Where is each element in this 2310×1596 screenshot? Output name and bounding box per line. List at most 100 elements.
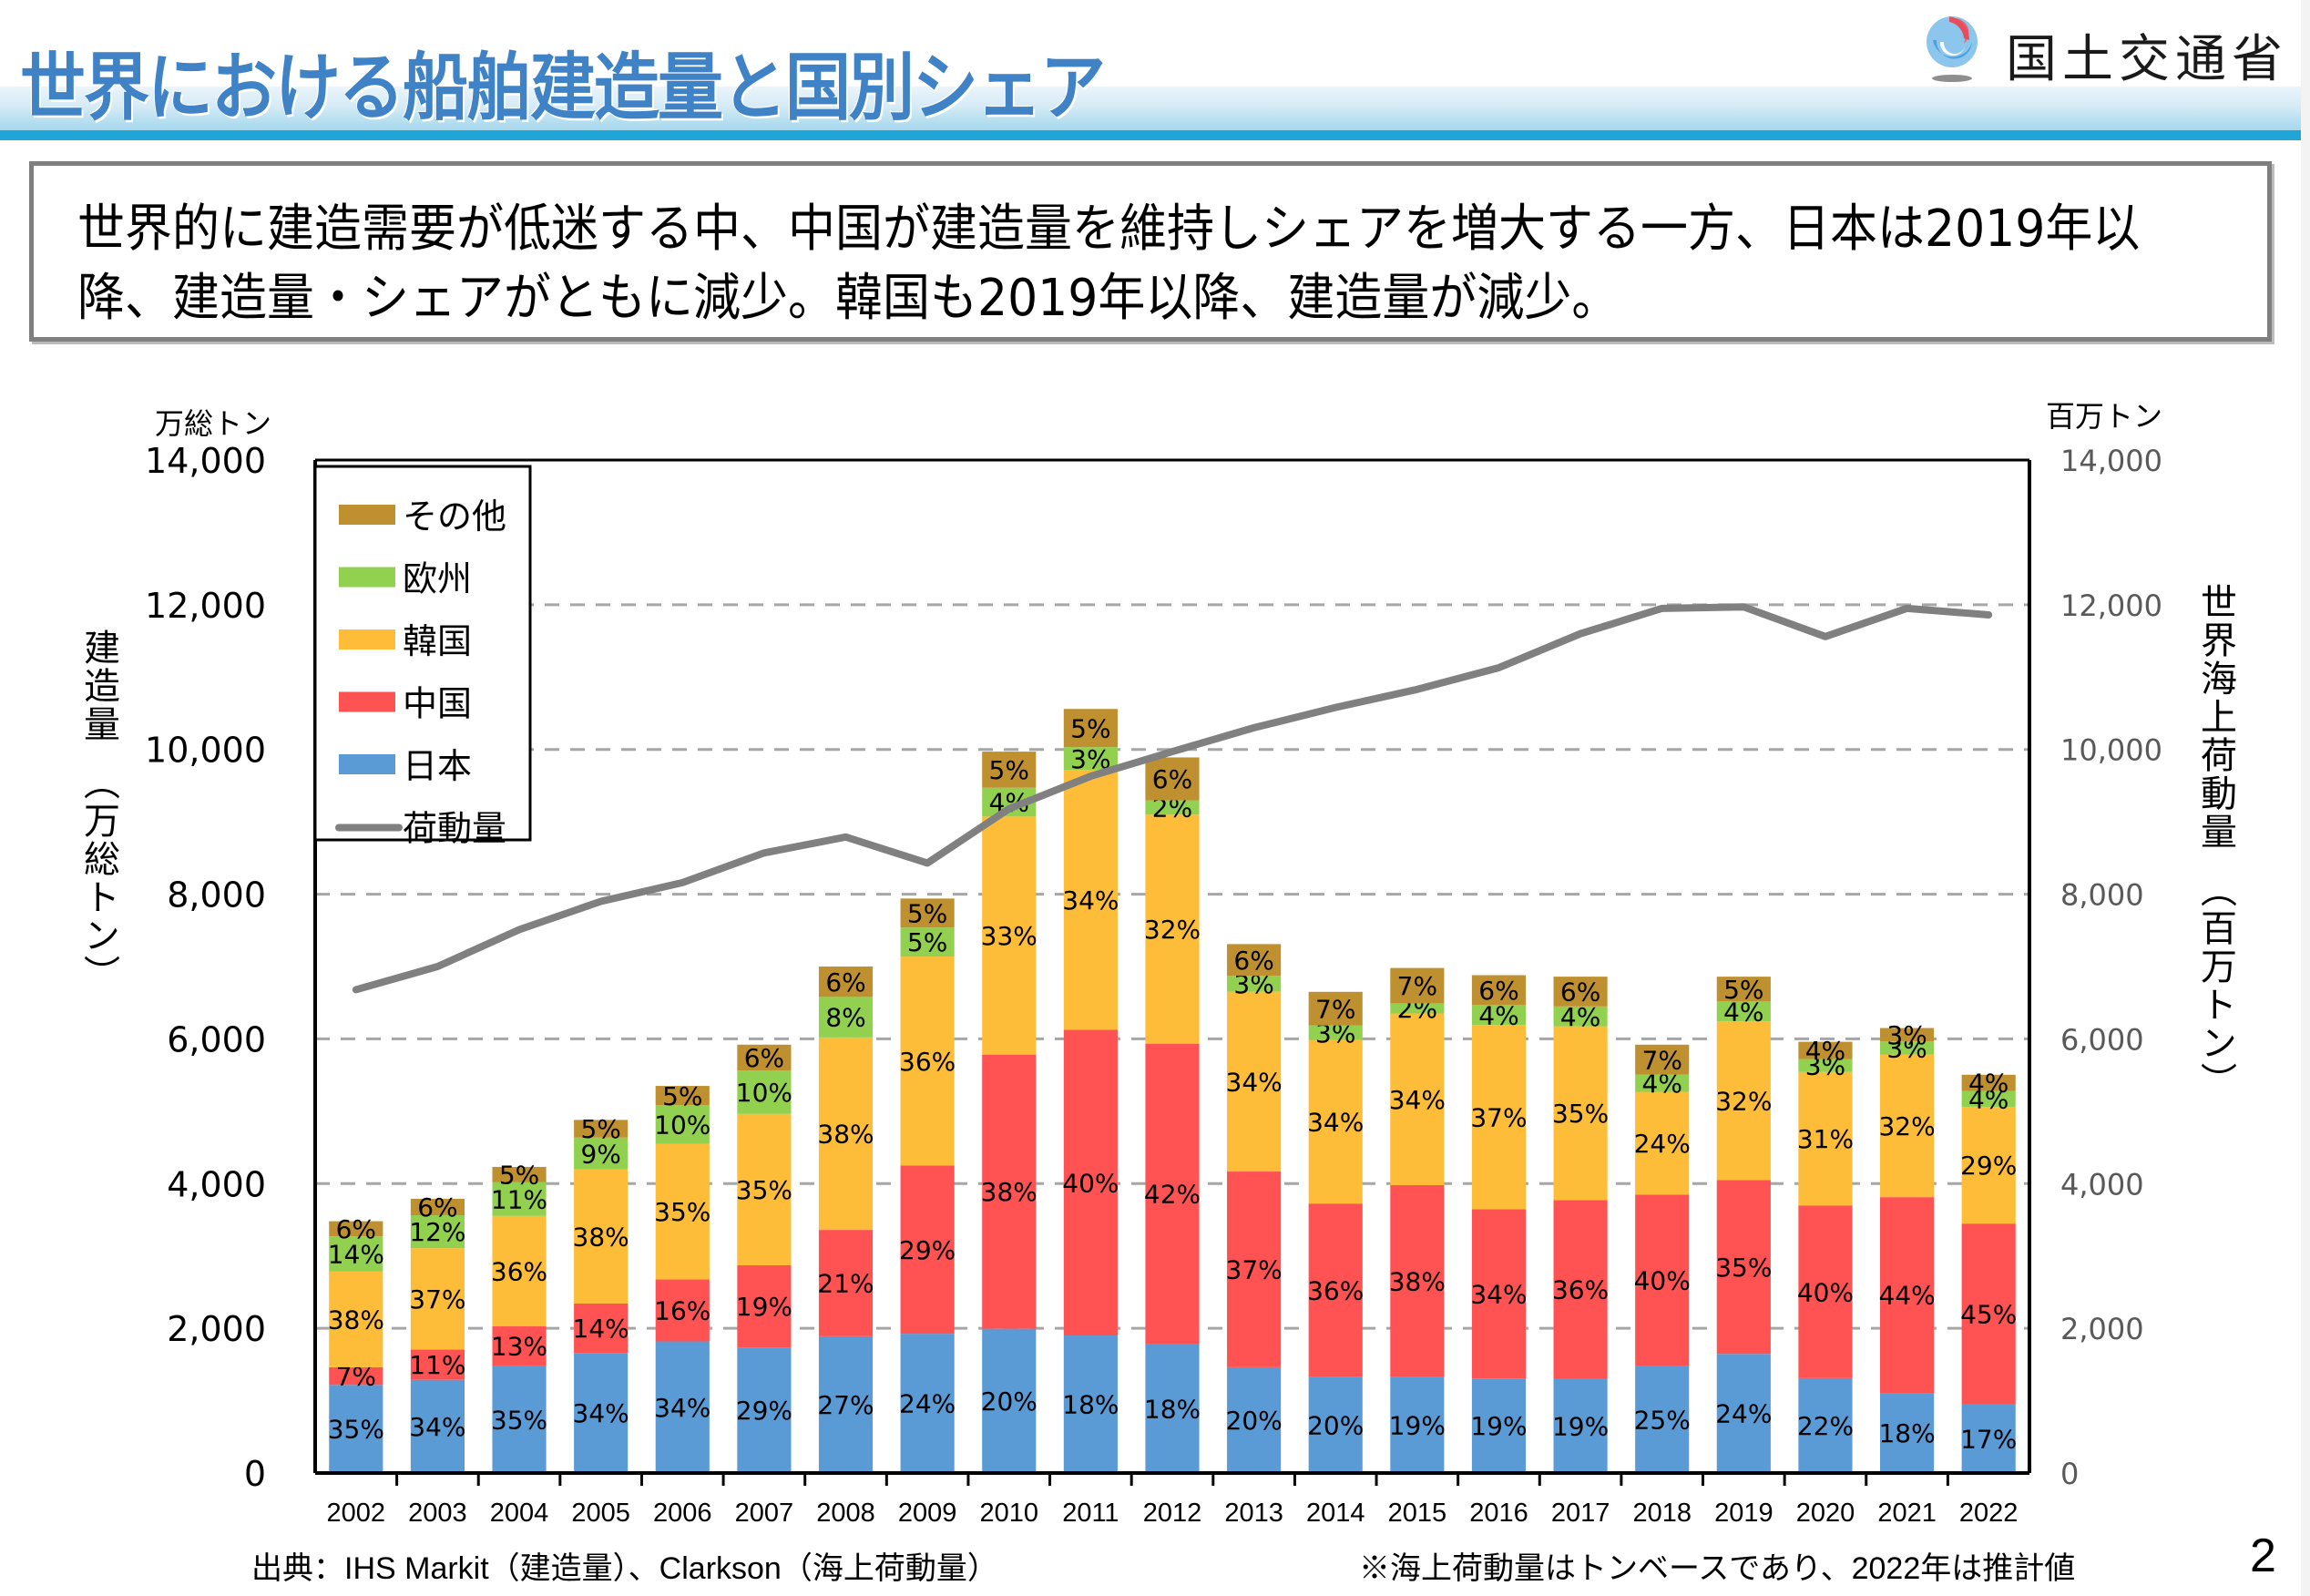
bar-stack-2022: 17%45%29%4%4% <box>1960 1069 2017 1473</box>
data-label-other: 7% <box>1315 994 1355 1024</box>
summary-box: 世界的に建造需要が低迷する中、中国が建造量を維持しシェアを増大する一方、日本は2… <box>29 161 2272 342</box>
data-label-china: 40% <box>1797 1277 1854 1307</box>
page-number: 2 <box>2250 1530 2276 1582</box>
bar-stack-2003: 34% 11% 37% 12%6% <box>409 1192 466 1473</box>
bar-segment-other <box>1716 977 1771 1002</box>
bar-segment-other <box>1145 757 1200 801</box>
bar-segment-japan <box>1390 1376 1445 1473</box>
bar-stack-2015: 19%38%34%2%7% <box>1389 967 1446 1473</box>
data-label-other: 5% <box>907 898 947 928</box>
bar-segment-korea <box>1308 1039 1363 1204</box>
data-label-korea: 32% <box>1144 915 1201 945</box>
data-label-korea: 36% <box>491 1256 547 1286</box>
data-label-europe: 10% <box>736 1078 792 1108</box>
bar-segment-korea <box>492 1215 547 1326</box>
bar-segment-japan <box>410 1379 465 1473</box>
bar-segment-japan <box>492 1366 547 1473</box>
x-tick-label: 2009 <box>898 1499 957 1528</box>
x-tick-label: 2019 <box>1714 1499 1773 1528</box>
data-label-other: 5% <box>989 755 1029 785</box>
bar-segment-europe <box>1716 1001 1771 1022</box>
line-series <box>352 603 1993 994</box>
data-label-korea: 37% <box>409 1284 465 1315</box>
bar-segment-europe <box>1308 1025 1363 1040</box>
bar-segment-europe <box>900 927 955 957</box>
data-label-other: 5% <box>580 1114 620 1144</box>
bar-segment-japan <box>1961 1404 2016 1473</box>
bar-segment-japan <box>1308 1376 1363 1473</box>
data-label-other: 6% <box>1560 977 1600 1008</box>
bar-stack-2020: 22%40%31%3%4% <box>1797 1036 1854 1473</box>
bar-segment-korea <box>1553 1026 1608 1201</box>
bar-segment-korea <box>982 816 1037 1055</box>
data-label-korea: 31% <box>1797 1124 1854 1154</box>
source-note: 出典：IHS Markit（建造量）、Clarkson（海上荷動量） <box>251 1551 998 1586</box>
bar-segment-korea <box>1716 1021 1771 1181</box>
data-label-japan: 29% <box>736 1396 792 1426</box>
data-label-korea: 38% <box>817 1120 874 1150</box>
bar-segment-china <box>900 1165 955 1335</box>
x-tick-label: 2013 <box>1224 1499 1283 1528</box>
header: 世界における船舶建造量と国別シェア 国土交通省 <box>0 0 2310 141</box>
bar-segment-china <box>1635 1194 1690 1366</box>
x-tick-label: 2011 <box>1062 1499 1119 1528</box>
bar-segment-japan <box>1471 1378 1527 1473</box>
data-label-europe: 4% <box>1723 997 1763 1027</box>
bar-segment-japan <box>1227 1366 1282 1473</box>
data-label-china: 38% <box>1389 1266 1446 1296</box>
bar-segment-japan <box>1145 1344 1200 1473</box>
bar-segment-korea <box>737 1113 792 1266</box>
legend-swatch-europe <box>339 567 395 588</box>
y-tick-label: 14,000 <box>145 441 266 481</box>
x-tick-label: 2016 <box>1469 1499 1528 1528</box>
data-label-japan: 25% <box>1634 1405 1691 1435</box>
bar-segment-japan <box>655 1341 710 1473</box>
data-label-korea: 32% <box>1878 1111 1935 1141</box>
bar-segment-europe <box>574 1137 629 1170</box>
data-label-other: 6% <box>1478 976 1518 1006</box>
bar-stack-2007: 29% 19% 35% 10% 6% <box>736 1043 792 1473</box>
bar-segment-china <box>1063 1029 1118 1336</box>
bar-stack-2017: 19% 36% 35% 4%6% <box>1552 977 1609 1473</box>
bar-segment-japan <box>737 1347 792 1473</box>
data-label-china: 42% <box>1144 1180 1201 1210</box>
x-tick-label: 2018 <box>1632 1499 1692 1528</box>
legend-swatch-japan <box>339 754 395 774</box>
bar-segment-other <box>737 1044 792 1071</box>
data-label-japan: 18% <box>1144 1394 1201 1424</box>
x-tick-label: 2006 <box>653 1499 712 1528</box>
bar-segment-china <box>818 1230 874 1336</box>
bar-segment-korea <box>1390 1013 1445 1185</box>
data-label-korea: 35% <box>736 1175 792 1205</box>
data-label-other: 6% <box>1152 764 1192 794</box>
bar-segment-japan <box>574 1353 629 1473</box>
data-label-korea: 34% <box>1389 1085 1446 1115</box>
data-label-china: 13% <box>491 1332 547 1362</box>
data-label-korea: 34% <box>1226 1067 1283 1097</box>
bar-segment-japan <box>1063 1335 1118 1473</box>
data-label-europe: 4% <box>1478 1000 1518 1030</box>
data-label-china: 29% <box>899 1235 956 1265</box>
x-tick-label: 2005 <box>571 1499 630 1528</box>
bar-segment-other <box>900 898 955 928</box>
legend-swatch-china <box>339 691 395 712</box>
bar-segment-china <box>1308 1203 1363 1377</box>
legend-box <box>313 465 532 842</box>
data-label-other: 6% <box>744 1043 784 1073</box>
data-label-other: 4% <box>1968 1069 2008 1099</box>
bar-segment-other <box>329 1221 383 1237</box>
data-label-japan: 34% <box>654 1393 710 1423</box>
legend-label-japan: 日本 <box>403 746 472 786</box>
bar-segment-korea <box>1227 991 1282 1172</box>
data-label-other: 7% <box>1642 1045 1682 1075</box>
data-label-korea: 35% <box>654 1197 710 1227</box>
x-tick-label: 2012 <box>1143 1499 1202 1528</box>
data-label-china: 40% <box>1634 1265 1691 1295</box>
bar-segment-korea <box>1145 814 1200 1044</box>
data-label-korea: 38% <box>328 1304 384 1335</box>
bar-segment-china <box>1390 1184 1445 1377</box>
bar-segment-china <box>1145 1043 1200 1345</box>
data-label-korea: 34% <box>1307 1107 1364 1137</box>
